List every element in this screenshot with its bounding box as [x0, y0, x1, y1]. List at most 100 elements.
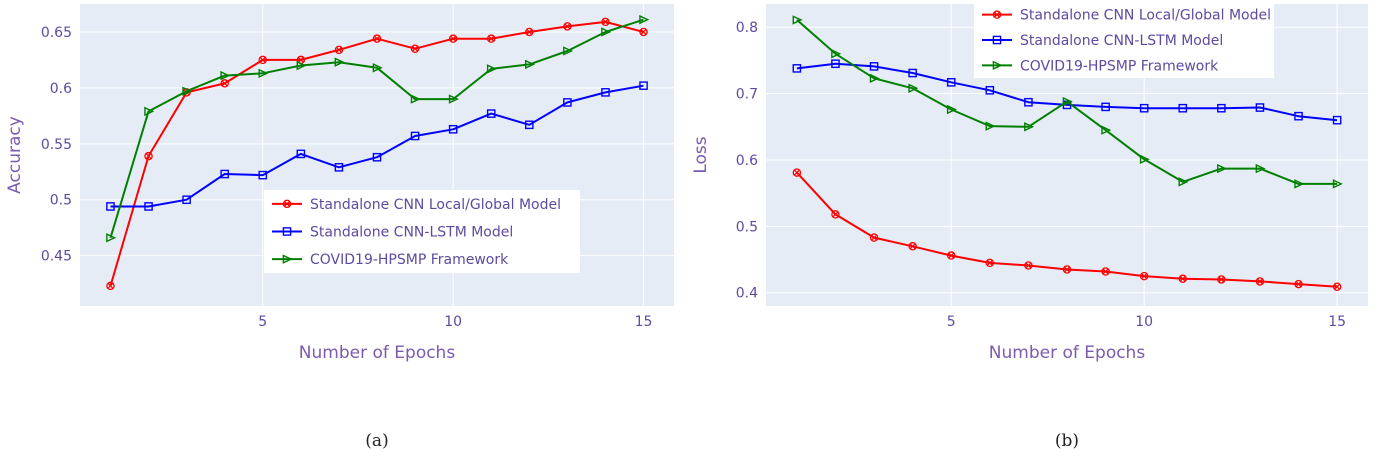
legend-marker — [992, 60, 1003, 71]
data-point — [1332, 115, 1342, 125]
data-point — [792, 15, 803, 25]
data-point — [1062, 96, 1073, 107]
data-point — [106, 202, 115, 211]
x-axis-title: Number of Epochs — [989, 343, 1146, 363]
legend-marker — [282, 227, 292, 236]
subfigure-caption: (b) — [1055, 431, 1079, 451]
data-point — [985, 121, 996, 131]
subfigure-caption: (a) — [365, 431, 388, 451]
legend-label: COVID19-HPSMP Framework — [1020, 58, 1219, 74]
data-point — [372, 152, 382, 162]
data-point — [106, 233, 117, 243]
data-point — [448, 94, 459, 104]
legend-item: Standalone CNN-LSTM Model — [272, 225, 513, 241]
data-point — [946, 78, 956, 87]
data-point — [1332, 282, 1342, 292]
series-line — [796, 19, 1338, 185]
data-point — [448, 34, 458, 43]
data-point — [985, 258, 995, 268]
data-point — [946, 251, 956, 260]
data-point — [220, 70, 231, 81]
y-tick-label: 0.8 — [736, 20, 758, 36]
data-point — [334, 163, 344, 172]
data-point — [946, 104, 957, 115]
data-point — [792, 168, 802, 177]
x-tick-label: 15 — [635, 314, 653, 330]
series-line — [109, 18, 644, 239]
data-point — [1294, 279, 1303, 289]
data-point — [1139, 271, 1149, 281]
legend-box — [974, 2, 1274, 78]
data-point — [639, 27, 648, 37]
legend-item: Standalone CNN Local/Global Model — [982, 8, 1271, 24]
y-tick-label: 0.4 — [736, 286, 758, 302]
data-point — [869, 73, 880, 84]
data-point — [182, 86, 193, 96]
data-point — [1255, 103, 1265, 112]
data-point — [258, 55, 268, 65]
data-point — [1101, 267, 1110, 276]
data-point — [1062, 265, 1072, 274]
y-tick-label: 0.6 — [736, 153, 758, 169]
data-point — [639, 81, 648, 90]
x-tick-label: 10 — [1135, 314, 1153, 330]
series-1 — [106, 17, 648, 291]
legend-marker — [992, 35, 1002, 45]
data-point — [908, 68, 917, 78]
data-point — [106, 281, 115, 291]
legend-label: Standalone CNN-LSTM Model — [1020, 33, 1223, 49]
data-point — [1101, 125, 1112, 135]
legend-label: Standalone CNN Local/Global Model — [310, 197, 561, 213]
legend-marker — [282, 199, 292, 209]
data-point — [144, 202, 153, 211]
data-point — [1139, 103, 1149, 113]
legend-label: Standalone CNN-LSTM Model — [310, 225, 513, 241]
data-point — [1139, 154, 1150, 165]
data-point — [144, 151, 153, 161]
data-point — [1217, 163, 1228, 174]
legend-item: Standalone CNN Local/Global Model — [272, 197, 561, 213]
data-point — [1178, 103, 1188, 113]
data-point — [486, 34, 496, 43]
x-tick-label: 15 — [1328, 314, 1346, 330]
legend-item: COVID19-HPSMP Framework — [272, 252, 509, 268]
data-point — [563, 22, 572, 31]
x-axis-title: Number of Epochs — [299, 343, 456, 363]
data-point — [486, 109, 496, 118]
y-axis-title: Loss — [691, 136, 711, 173]
legend-marker — [992, 10, 1002, 19]
legend: Standalone CNN Local/Global Model Standal… — [974, 2, 1274, 78]
y-axis-title: Accuracy — [5, 116, 25, 194]
series-1 — [792, 168, 1342, 292]
data-point — [563, 46, 574, 56]
data-point — [486, 64, 497, 74]
legend-box — [264, 190, 580, 273]
data-point — [869, 62, 879, 71]
data-point — [220, 169, 229, 179]
y-tick-label: 0.45 — [41, 249, 72, 265]
data-point — [601, 88, 610, 97]
legend-item: COVID19-HPSMP Framework — [982, 58, 1219, 74]
data-point — [1178, 177, 1189, 187]
data-point — [1217, 103, 1226, 113]
chart-a: 5 10 15 0.45 0.5 0.55 0.6 0.65 Number of Epochs A… — [5, 4, 674, 451]
data-point — [448, 124, 458, 134]
data-point — [525, 120, 534, 130]
y-tick-label: 0.55 — [41, 137, 72, 153]
legend-marker — [282, 254, 293, 264]
legend-label: Standalone CNN Local/Global Model — [1020, 8, 1271, 24]
data-point — [831, 49, 842, 59]
data-point — [831, 210, 840, 219]
y-tick-label: 0.7 — [736, 87, 758, 103]
data-point — [869, 233, 879, 242]
series-line — [110, 84, 644, 208]
x-tick-label: 10 — [444, 314, 462, 330]
data-point — [144, 106, 155, 117]
data-point — [1332, 179, 1343, 189]
data-point — [1255, 163, 1266, 174]
series-3 — [792, 15, 1343, 189]
data-point — [410, 44, 420, 53]
data-point — [1024, 261, 1033, 270]
data-point — [525, 59, 536, 70]
data-point — [1101, 102, 1110, 112]
